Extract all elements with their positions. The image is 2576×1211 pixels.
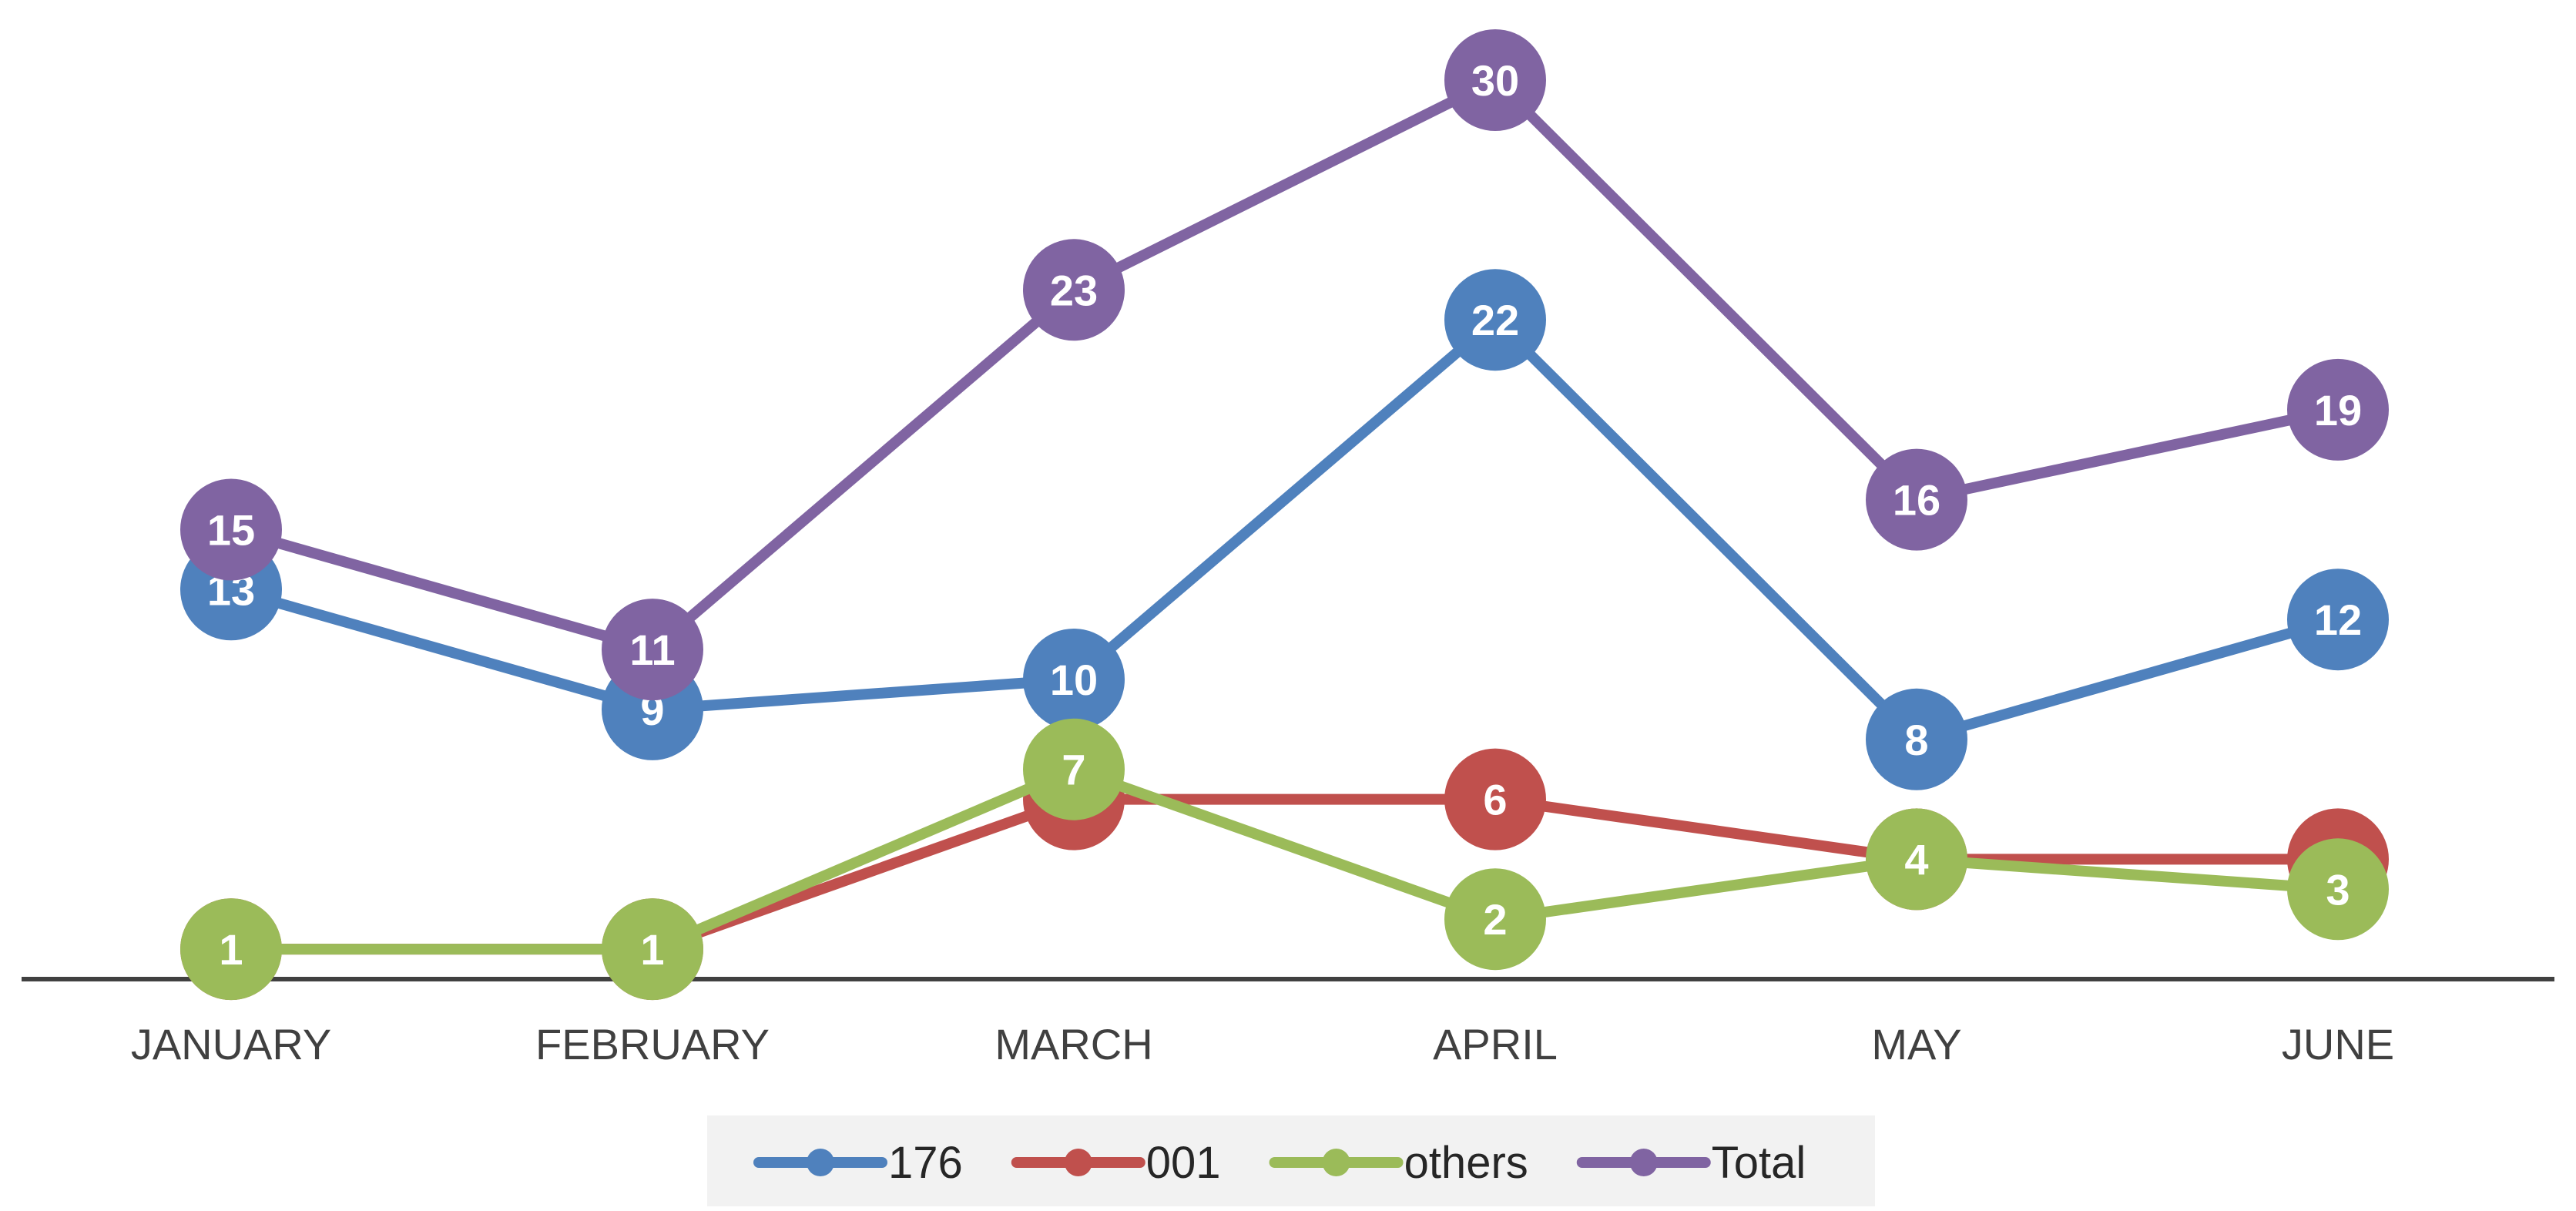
legend-item: Total (1576, 1138, 1806, 1188)
x-tick-label: MARCH (995, 1020, 1152, 1068)
data-point-marker (602, 898, 703, 1001)
data-point-marker (1866, 448, 1967, 551)
data-label: 10 (1050, 656, 1098, 704)
x-axis-tick-labels: JANUARY FEBRUARY MARCH APRIL MAY JUNE (131, 1020, 2394, 1068)
legend-label: 001 (1146, 1138, 1221, 1188)
legend-label: Total (1712, 1138, 1806, 1188)
data-point-marker (180, 478, 282, 581)
data-point-marker (2287, 838, 2389, 941)
data-point-marker (1023, 718, 1125, 820)
series-total: 15 11 23 30 16 19 (180, 29, 2389, 701)
series-line (226, 793, 2343, 955)
legend: 176 001 others Total (707, 1115, 1875, 1206)
legend-marker-swatch (1064, 1149, 1092, 1176)
data-label: 3 (2326, 865, 2350, 914)
legend-marker-swatch (1322, 1149, 1350, 1176)
data-label: 16 (1893, 476, 1940, 525)
data-label: 8 (1904, 716, 1928, 764)
series-others: 1 1 7 2 4 3 (180, 718, 2389, 1001)
x-tick-label: JUNE (2282, 1020, 2394, 1068)
data-label: 7 (1062, 746, 1085, 794)
data-label: 22 (1471, 296, 1519, 344)
data-label: 30 (1471, 56, 1519, 105)
legend-label: 176 (888, 1138, 963, 1188)
series-line (226, 75, 2343, 656)
data-label: 1 (640, 925, 664, 974)
data-point-marker (1444, 748, 1546, 850)
data-point-marker (1866, 808, 1967, 911)
data-label: 23 (1050, 266, 1098, 314)
legend-label: others (1404, 1138, 1528, 1188)
legend-item: 001 (1011, 1138, 1221, 1188)
data-label: 2 (1483, 895, 1507, 944)
data-point-marker (1023, 239, 1125, 341)
data-point-marker (1444, 29, 1546, 131)
legend-item: 176 (753, 1138, 963, 1188)
x-tick-label: JANUARY (131, 1020, 331, 1068)
data-label: 12 (2314, 595, 2362, 644)
data-point-marker (2287, 358, 2389, 461)
x-tick-label: FEBRUARY (535, 1020, 770, 1068)
data-point-marker (2287, 569, 2389, 671)
data-point-marker (1444, 269, 1546, 371)
data-point-marker (1444, 868, 1546, 971)
x-tick-label: APRIL (1433, 1020, 1558, 1068)
data-label: 6 (1483, 776, 1507, 824)
data-label: 1 (219, 925, 243, 974)
data-point-marker (1866, 688, 1967, 790)
series-line (226, 763, 2343, 955)
data-label: 19 (2314, 386, 2362, 434)
series-line (226, 314, 2343, 745)
plot-area: 1391022812116644117243151123301619 (180, 29, 2389, 1001)
x-tick-label: MAY (1871, 1020, 1961, 1068)
legend-marker-swatch (807, 1149, 834, 1176)
data-point-marker (1023, 629, 1125, 730)
legend-marker-swatch (1629, 1149, 1658, 1176)
data-point-marker (180, 898, 282, 1001)
legend-item: others (1269, 1138, 1528, 1188)
data-label: 4 (1904, 835, 1928, 884)
data-point-marker (602, 599, 703, 701)
data-label: 11 (629, 626, 675, 674)
data-label: 15 (207, 506, 255, 555)
